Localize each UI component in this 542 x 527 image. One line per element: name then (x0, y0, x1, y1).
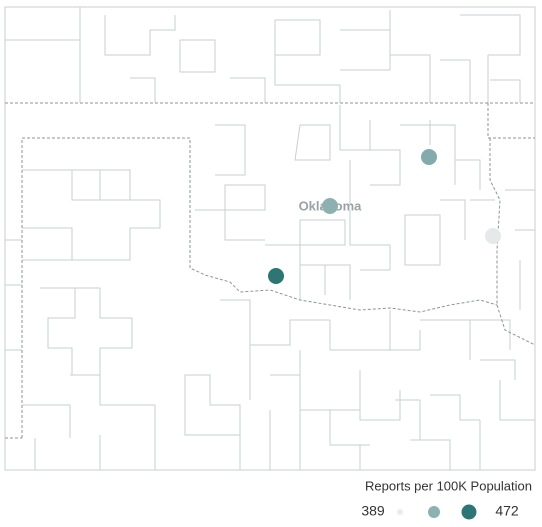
data-point (485, 228, 501, 244)
legend-max: 472 (495, 503, 519, 519)
legend-scale (397, 504, 477, 520)
state-borders (5, 102, 536, 439)
county-borders (5, 7, 535, 470)
map-frame (4, 6, 536, 471)
legend-dot (428, 506, 440, 518)
data-point (322, 198, 338, 214)
data-point (421, 149, 437, 165)
data-point (268, 268, 284, 284)
legend-min: 389 (361, 503, 385, 519)
legend-title: Reports per 100K Population (365, 478, 532, 493)
data-points (268, 149, 501, 284)
legend-dot (461, 504, 477, 520)
legend-dot (397, 509, 403, 515)
